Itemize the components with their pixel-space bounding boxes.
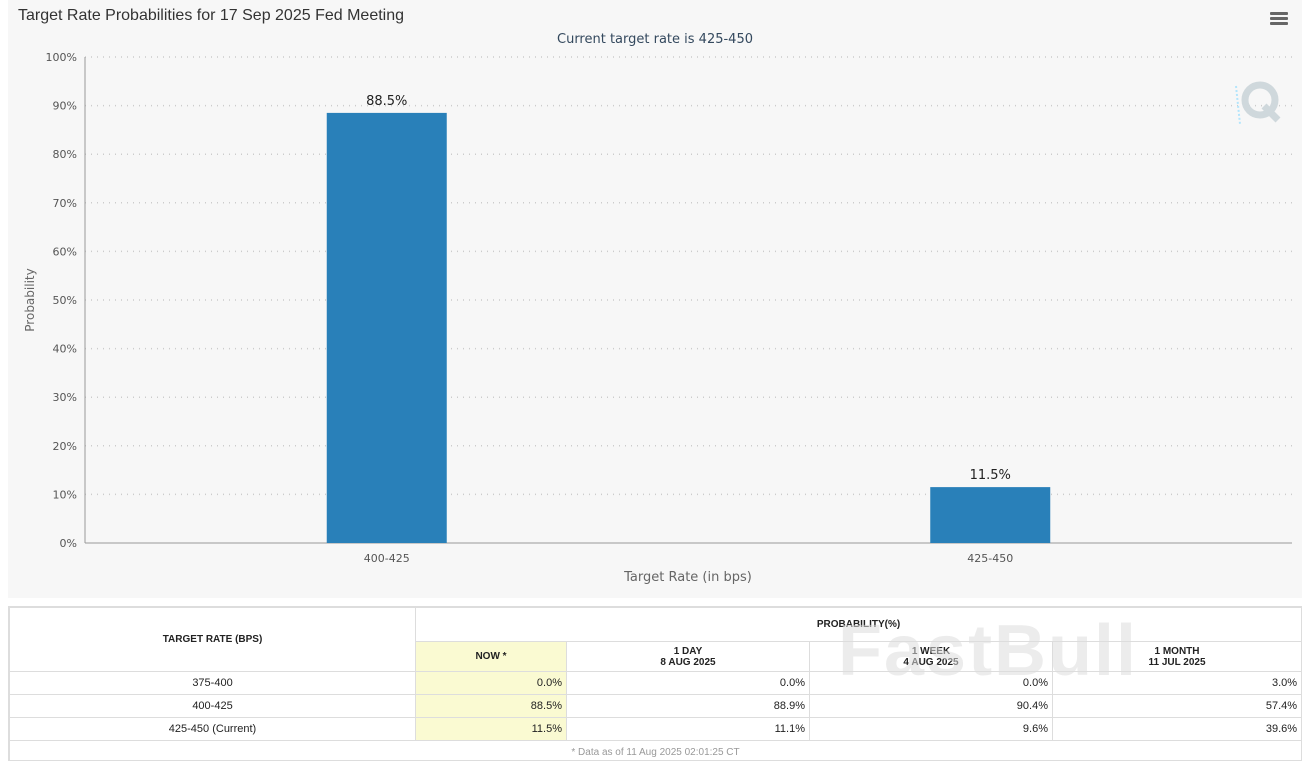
y-tick-label: 60% [53, 245, 77, 258]
y-tick-label: 20% [53, 440, 77, 453]
day-cell: 0.0% [566, 671, 810, 695]
probability-table-wrap: TARGET RATE (BPS) PROBABILITY(%) NOW * 1… [8, 606, 1302, 761]
y-tick-label: 70% [53, 197, 77, 210]
data-timestamp-footnote: * Data as of 11 Aug 2025 02:01:25 CT [9, 740, 1301, 760]
chart-title: Target Rate Probabilities for 17 Sep 202… [18, 7, 405, 24]
y-axis-label: Probability [23, 268, 37, 331]
table-row: 375-400 0.0% 0.0% 0.0% 3.0% [9, 671, 1301, 695]
cme-q-logo-icon [1235, 81, 1281, 125]
y-tick-label: 50% [53, 294, 77, 307]
x-tick-label: 400-425 [364, 552, 410, 565]
chart-subtitle: Current target rate is 425-450 [557, 32, 753, 47]
bar[interactable] [930, 487, 1051, 543]
bar[interactable] [326, 112, 447, 543]
y-tick-label: 40% [53, 343, 77, 356]
week-cell: 0.0% [809, 671, 1053, 695]
week-cell: 90.4% [809, 694, 1053, 718]
hamburger-menu-icon[interactable] [1270, 12, 1288, 26]
data-label: 11.5% [970, 468, 1011, 483]
x-axis-label: Target Rate (in bps) [623, 570, 752, 585]
bar-chart: 0% 10% 20% 30% 40% 50% 60% 70% 80% 90% 100% 88.5% 1… [23, 51, 1292, 585]
table-row: 425-450 (Current) 11.5% 11.1% 9.6% 39.6% [9, 717, 1301, 741]
now-header: NOW * [415, 641, 567, 672]
data-label: 88.5% [366, 94, 407, 109]
now-cell: 0.0% [415, 671, 567, 695]
week-cell: 9.6% [809, 717, 1053, 741]
y-tick-label: 90% [53, 100, 77, 113]
rate-cell: 425-450 (Current) [9, 717, 416, 741]
one-week-header: 1 WEEK 4 AUG 2025 [809, 641, 1053, 672]
month-cell: 39.6% [1051, 717, 1301, 741]
rate-cell: 375-400 [9, 671, 416, 695]
y-tick-label: 30% [53, 391, 77, 404]
y-tick-label: 80% [53, 148, 77, 161]
table-row: 400-425 88.5% 88.9% 90.4% 57.4% [9, 694, 1301, 718]
y-tick-label: 0% [60, 537, 77, 550]
day-cell: 88.9% [566, 694, 810, 718]
now-cell: 88.5% [415, 694, 567, 718]
one-day-header: 1 DAY 8 AUG 2025 [566, 641, 810, 672]
one-month-header: 1 MONTH 11 JUL 2025 [1051, 641, 1301, 672]
rate-cell: 400-425 [9, 694, 416, 718]
target-rate-header: TARGET RATE (BPS) [9, 607, 416, 672]
month-cell: 57.4% [1051, 694, 1301, 718]
now-cell: 11.5% [415, 717, 567, 741]
chart-panel: Target Rate Probabilities for 17 Sep 202… [8, 0, 1302, 598]
y-tick-label: 10% [53, 488, 77, 501]
month-cell: 3.0% [1051, 671, 1301, 695]
probability-header: PROBABILITY(%) [414, 607, 1301, 642]
x-tick-label: 425-450 [967, 552, 1013, 565]
day-cell: 11.1% [566, 717, 810, 741]
y-tick-label: 100% [46, 51, 77, 64]
probability-table: TARGET RATE (BPS) PROBABILITY(%) NOW * 1… [9, 607, 1301, 760]
